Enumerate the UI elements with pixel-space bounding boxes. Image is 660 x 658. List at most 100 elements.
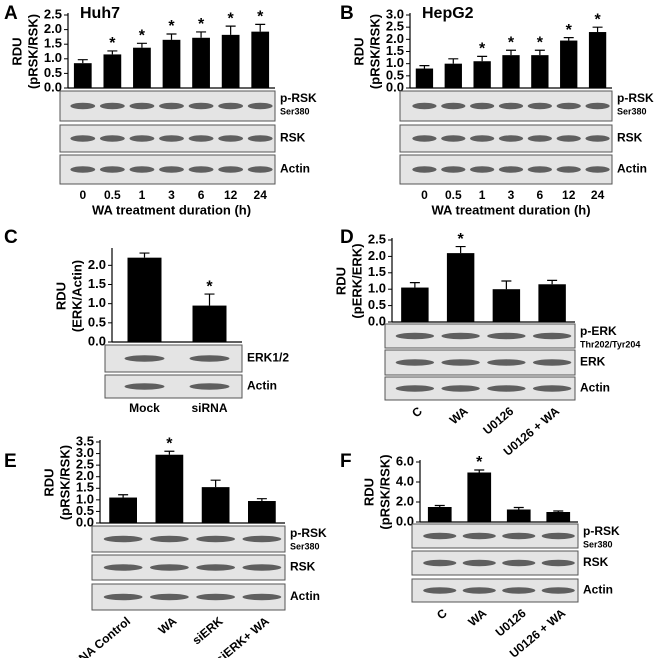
blot-band xyxy=(441,135,466,142)
y-tick-label: 0.0 xyxy=(368,313,386,328)
blot-band xyxy=(441,359,480,366)
blot-band xyxy=(189,383,230,390)
y-tick-label: 2.0 xyxy=(386,31,404,46)
y-tick-label: 0.5 xyxy=(88,314,106,329)
error-bar xyxy=(563,37,574,41)
blot-band xyxy=(149,535,189,543)
blot-band xyxy=(218,135,244,142)
blot-band xyxy=(149,593,189,601)
bar xyxy=(492,289,521,322)
x-tick-label: 0 xyxy=(421,188,428,202)
blot-band xyxy=(395,359,435,366)
error-bar xyxy=(474,469,485,473)
error-bar xyxy=(136,42,147,48)
panel-letter: E xyxy=(4,451,17,472)
blot-band xyxy=(556,135,581,142)
bar xyxy=(73,63,92,88)
blot-band xyxy=(412,102,437,110)
y-tick-label: 3.0 xyxy=(76,445,94,460)
bar xyxy=(192,37,210,88)
x-tick-label: 1 xyxy=(479,188,486,202)
blot-label: p-RSK xyxy=(617,91,654,105)
blot-band xyxy=(124,383,165,390)
bar xyxy=(401,287,429,322)
x-tick-label: siRNA Control xyxy=(62,614,133,658)
x-tick-label: 6 xyxy=(537,188,544,202)
bar xyxy=(133,47,151,88)
bar xyxy=(538,284,566,322)
blot-band xyxy=(247,135,273,142)
y-tick-label: 1.5 xyxy=(76,480,94,495)
significance-mark: * xyxy=(198,16,205,33)
error-bar xyxy=(196,31,207,38)
significance-mark: * xyxy=(257,9,264,26)
y-axis-label: RDU xyxy=(9,37,24,65)
blot-band xyxy=(441,102,466,110)
blot xyxy=(384,376,576,401)
x-tick-label: 3 xyxy=(168,188,175,202)
significance-mark: * xyxy=(479,41,486,58)
y-tick-label: 1.0 xyxy=(88,295,106,310)
bar xyxy=(201,487,230,523)
blot-band xyxy=(498,135,524,142)
y-axis-label: RDU xyxy=(333,267,348,295)
error-bar xyxy=(210,479,221,488)
bar xyxy=(103,54,122,88)
bar xyxy=(546,512,571,522)
error-bar xyxy=(204,293,215,306)
blot-band xyxy=(189,355,230,362)
bar xyxy=(192,305,227,342)
bar xyxy=(560,40,578,88)
x-tick-label: 12 xyxy=(224,188,238,202)
blot-band xyxy=(242,564,282,571)
bar xyxy=(155,454,184,523)
chart-title: HepG2 xyxy=(422,5,474,22)
blot-band xyxy=(470,135,495,142)
blot-band xyxy=(395,332,435,340)
blot-band xyxy=(247,166,273,173)
y-tick-label: 1.5 xyxy=(368,264,386,279)
y-tick-label: 4.0 xyxy=(396,473,414,488)
blot-band xyxy=(441,385,480,392)
y-tick-label: 6.0 xyxy=(396,453,414,468)
blot-band xyxy=(70,135,96,142)
x-tick-label: siRNA xyxy=(191,401,227,415)
y-axis-label: RDU xyxy=(53,282,68,310)
x-tick-label: WA xyxy=(447,404,471,427)
panel-letter: D xyxy=(340,227,354,248)
significance-mark: * xyxy=(139,28,146,45)
blot-band xyxy=(423,559,457,567)
blot-band xyxy=(462,532,496,540)
blot-sublabel: Thr202/Tyr204 xyxy=(580,339,640,349)
bar xyxy=(531,55,549,88)
y-tick-label: 0.0 xyxy=(44,79,62,94)
blot-band xyxy=(527,102,552,110)
y-axis-label: (pRSK/RSK) xyxy=(25,14,40,89)
x-tick-label: 1 xyxy=(139,188,146,202)
y-tick-label: 1.5 xyxy=(44,36,62,51)
blot-label: RSK xyxy=(583,555,609,569)
blot-band xyxy=(441,332,480,340)
blot-band xyxy=(487,332,526,340)
bar xyxy=(415,68,434,88)
y-tick-label: 0.5 xyxy=(386,67,404,82)
blot-band xyxy=(159,135,184,142)
blot-band xyxy=(196,564,236,571)
blot-band xyxy=(498,166,524,173)
blot-label: ERK1/2 xyxy=(247,351,289,365)
panel-letter: A xyxy=(4,3,18,24)
blot-label: Actin xyxy=(583,583,613,597)
blot-band xyxy=(532,385,572,392)
y-axis-label: (ERK/Actin) xyxy=(69,260,84,332)
y-tick-label: 2.5 xyxy=(386,19,404,34)
significance-mark: * xyxy=(476,454,483,471)
panel-letter: B xyxy=(340,3,354,24)
blot-band xyxy=(527,166,552,173)
blot-band xyxy=(556,102,581,110)
x-tick-label: 12 xyxy=(562,188,576,202)
bar xyxy=(109,497,137,523)
blot-band xyxy=(423,532,457,540)
blot-band xyxy=(470,166,495,173)
blot-band xyxy=(423,587,457,594)
x-tick-label: 0 xyxy=(79,188,86,202)
